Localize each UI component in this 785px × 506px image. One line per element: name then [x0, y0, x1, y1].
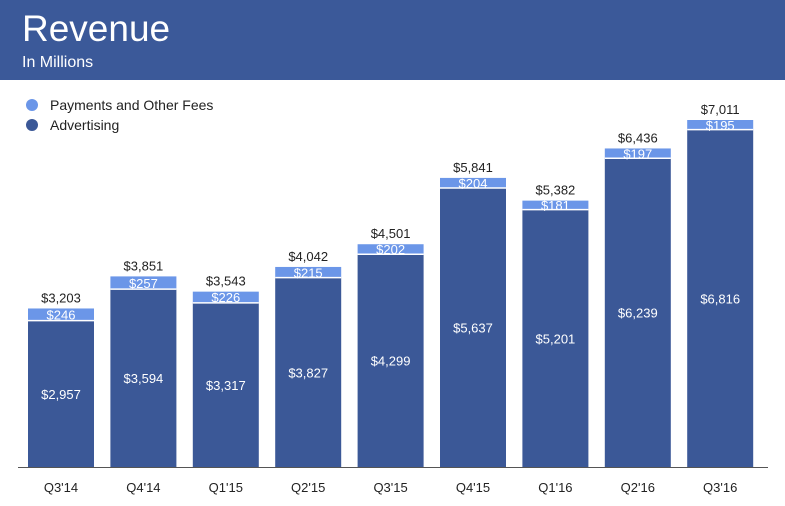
- label-payments-6: $181: [541, 198, 570, 213]
- label-payments-1: $257: [129, 276, 158, 291]
- bar-payments-4: [357, 244, 424, 255]
- bar-advertising-0: [28, 320, 94, 467]
- label-advertising-5: $5,637: [453, 321, 493, 336]
- legend-dot-advertising: [26, 119, 38, 131]
- x-tick-label-7: Q2'16: [621, 480, 655, 495]
- label-total-2: $3,543: [206, 274, 246, 289]
- x-tick-label-1: Q4'14: [126, 480, 160, 495]
- label-advertising-4: $4,299: [371, 354, 411, 369]
- label-advertising-1: $3,594: [124, 371, 164, 386]
- chart-subtitle: In Millions: [22, 54, 94, 71]
- label-advertising-2: $3,317: [206, 378, 246, 393]
- bar-payments-8: [687, 120, 754, 130]
- label-total-8: $7,011: [701, 102, 740, 117]
- x-tick-label-2: Q1'15: [209, 480, 243, 495]
- x-tick-label-0: Q3'14: [44, 480, 78, 495]
- bar-payments-3: [275, 266, 342, 278]
- label-advertising-3: $3,827: [288, 365, 328, 380]
- bar-advertising-8: [687, 129, 754, 468]
- x-tick-label-6: Q1'16: [538, 480, 572, 495]
- label-total-0: $3,203: [41, 290, 81, 305]
- label-total-3: $4,042: [288, 249, 328, 264]
- bar-advertising-1: [110, 289, 177, 467]
- label-advertising-0: $2,957: [41, 387, 81, 402]
- bar-payments-5: [440, 177, 506, 189]
- bar-advertising-7: [604, 158, 671, 467]
- label-total-4: $4,501: [371, 226, 411, 241]
- label-advertising-7: $6,239: [618, 306, 658, 321]
- label-total-6: $5,382: [536, 183, 576, 198]
- bar-advertising-2: [192, 302, 259, 467]
- legend-item-payments: Payments and Other Fees: [26, 95, 213, 115]
- x-tick-label-5: Q4'15: [456, 480, 490, 495]
- bar-advertising-3: [275, 277, 342, 467]
- label-payments-3: $215: [294, 265, 323, 280]
- chart-title: Revenue: [22, 8, 171, 49]
- label-payments-2: $226: [211, 290, 240, 305]
- bar-payments-7: [604, 148, 671, 159]
- bar-payments-0: [28, 308, 94, 321]
- bar-payments-2: [192, 291, 259, 303]
- legend-label-payments: Payments and Other Fees: [50, 97, 214, 113]
- label-advertising-8: $6,816: [700, 291, 740, 306]
- bar-payments-6: [522, 200, 589, 210]
- label-payments-5: $204: [459, 176, 488, 191]
- legend-label-advertising: Advertising: [50, 117, 120, 133]
- legend-dot-payments: [26, 99, 38, 111]
- label-total-5: $5,841: [453, 160, 493, 175]
- legend-item-advertising: Advertising: [26, 115, 213, 135]
- x-tick-label-4: Q3'15: [373, 480, 407, 495]
- x-tick-label-3: Q2'15: [291, 480, 325, 495]
- bar-advertising-5: [440, 188, 506, 467]
- label-payments-0: $246: [47, 308, 76, 323]
- label-total-7: $6,436: [618, 130, 658, 145]
- label-payments-4: $202: [376, 242, 405, 257]
- bar-payments-1: [110, 276, 177, 290]
- bar-advertising-6: [522, 209, 589, 468]
- label-total-1: $3,851: [124, 258, 164, 273]
- label-payments-8: $195: [706, 118, 735, 133]
- chart-legend: Payments and Other Fees Advertising: [26, 95, 213, 135]
- bar-advertising-4: [357, 254, 424, 467]
- label-payments-7: $197: [623, 146, 652, 161]
- chart-header: Revenue In Millions: [0, 0, 785, 80]
- x-tick-label-8: Q3'16: [703, 480, 737, 495]
- label-advertising-6: $5,201: [536, 331, 576, 346]
